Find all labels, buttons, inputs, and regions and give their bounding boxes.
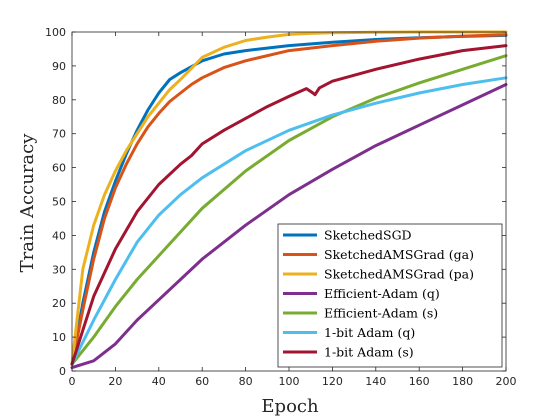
legend-label-5: Efficient-Adam (s) (324, 306, 438, 321)
legend-label-4: Efficient-Adam (q) (324, 286, 440, 301)
x-tick-label: 20 (108, 375, 122, 388)
legend-label-3: SketchedAMSGrad (pa) (324, 267, 474, 282)
legend-label-2: SketchedAMSGrad (ga) (324, 247, 474, 262)
x-axis-title: Epoch (261, 396, 319, 417)
y-tick-label: 30 (52, 263, 66, 276)
axes-layer: 0 20 40 60 80 100 120 140 160 180 200 0 10 20 30 40 50 60… (45, 26, 517, 388)
x-tick-label: 120 (322, 375, 343, 388)
series-line-2 (70, 33, 508, 366)
series-line-7 (70, 44, 508, 366)
y-tick-label: 20 (52, 297, 66, 310)
legend-items: SketchedSGD SketchedAMSGrad (ga) SketchedA… (283, 228, 474, 360)
legend-label-7: 1-bit Adam (s) (324, 345, 414, 360)
y-tick-label: 0 (59, 365, 66, 378)
series-line-1 (70, 33, 508, 366)
x-tick-label: 0 (69, 375, 76, 388)
series-line-5 (70, 54, 508, 366)
legend-label-6: 1-bit Adam (q) (324, 325, 415, 340)
series-line-4 (70, 83, 508, 370)
x-tick-label: 80 (239, 375, 253, 388)
y-tick-label: 100 (45, 26, 66, 39)
y-tick-label: 90 (52, 60, 66, 73)
y-axis-title: Train Accuracy (17, 133, 38, 273)
y-tick-label: 10 (52, 331, 66, 344)
y-tick-label: 60 (52, 162, 66, 175)
y-tick-label: 40 (52, 229, 66, 242)
x-tick-label: 100 (279, 375, 300, 388)
x-tick-label: 180 (452, 375, 473, 388)
y-tick-label: 50 (52, 196, 66, 209)
x-tick-label: 200 (496, 375, 517, 388)
x-tick-label: 140 (365, 375, 386, 388)
x-tick-label: 60 (195, 375, 209, 388)
x-tick-label: 160 (409, 375, 430, 388)
series-line-3 (70, 30, 508, 366)
x-tick-label: 40 (152, 375, 166, 388)
legend: SketchedSGD SketchedAMSGrad (ga) SketchedA… (277, 223, 503, 368)
series-layer (70, 30, 508, 370)
series-line-6 (70, 76, 508, 366)
y-tick-label: 80 (52, 94, 66, 107)
legend-box (277, 223, 503, 368)
y-tick-label: 70 (52, 128, 66, 141)
legend-label-1: SketchedSGD (324, 228, 412, 243)
